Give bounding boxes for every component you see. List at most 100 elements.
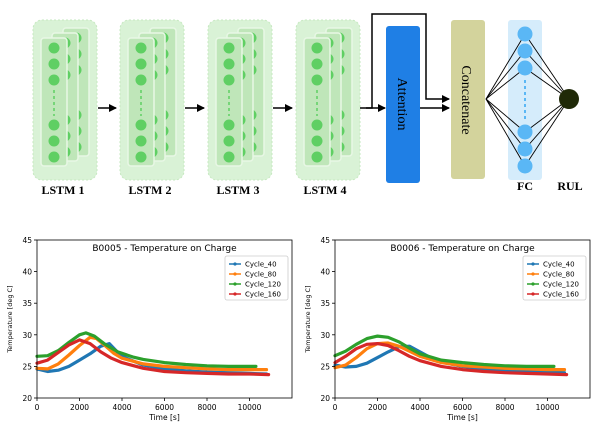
lstm-label-2: LSTM 2: [128, 183, 171, 197]
lstm-block-1: [32, 19, 98, 181]
series-line-cycle-160: [35, 338, 271, 377]
chart-title: B0006 - Temperature on Charge: [390, 244, 535, 254]
lstm-node: [311, 119, 323, 131]
fc-label: FC: [517, 179, 533, 193]
x-axis-label: Time [s]: [148, 413, 180, 422]
legend-entry: Cycle_120: [245, 281, 281, 289]
architecture-diagram: Attention Concatenate LSTM 1 LSTM 2 LSTM…: [32, 13, 583, 197]
series-line-cycle-80: [35, 335, 269, 372]
lstm-label-3: LSTM 3: [216, 183, 259, 197]
fc-node: [517, 158, 533, 174]
fc-node: [517, 124, 533, 140]
legend-entry: Cycle_120: [543, 281, 579, 289]
y-tick-label: 25: [320, 362, 330, 371]
lstm-node: [135, 42, 147, 54]
lstm-node: [223, 58, 235, 70]
x-tick-label: 2000: [368, 403, 387, 412]
concatenate-block: [451, 20, 485, 179]
lstm-node: [135, 74, 147, 86]
rul-output-node: [559, 89, 579, 109]
x-tick-label: 2000: [70, 403, 89, 412]
x-tick-label: 8000: [197, 403, 216, 412]
lstm-node: [311, 135, 323, 147]
fc-output-edge: [524, 98, 570, 167]
fc-input-edge: [485, 50, 526, 100]
legend-entry: Cycle_80: [245, 271, 277, 279]
legend-box: [224, 255, 289, 301]
lstm-cell-card: [215, 37, 243, 167]
legend-marker: [233, 262, 237, 266]
fc-output-edge: [524, 50, 570, 100]
fc-input-edge: [485, 67, 526, 100]
y-tick-label: 20: [22, 394, 32, 403]
series-line-cycle-160: [333, 341, 569, 377]
x-tick-label: 6000: [155, 403, 174, 412]
y-tick-label: 40: [320, 268, 330, 277]
y-tick-label: 40: [22, 268, 32, 277]
attention-block: [386, 26, 420, 183]
lstm-cell-card: [303, 37, 331, 167]
lstm-node: [223, 74, 235, 86]
y-tick-label: 20: [320, 394, 330, 403]
series-line-cycle-80: [333, 341, 567, 372]
concatenate-label: Concatenate: [458, 65, 473, 134]
chart-b0005-temperature: 0 2000 4000 6000 8000 10000 20 25 30 35 40 45 B0005 …: [6, 236, 293, 422]
lstm-cell-card: [40, 37, 68, 167]
fc-node: [517, 60, 533, 76]
x-tick-label: 0: [35, 403, 40, 412]
fc-input-edge: [485, 98, 526, 167]
legend-marker: [233, 292, 237, 296]
lstm-node: [311, 42, 323, 54]
legend-entry: Cycle_160: [543, 291, 579, 299]
series-line-cycle-120: [35, 331, 258, 368]
legend: Cycle_40 Cycle_80 Cycle_120 Cycle_160: [224, 255, 289, 301]
lstm-block-2: [119, 19, 185, 181]
legend-marker: [531, 262, 535, 266]
lstm-node: [135, 151, 147, 163]
fc-input-edge: [485, 33, 526, 100]
lstm-node: [223, 42, 235, 54]
y-axis-label: Temperature [deg C]: [6, 285, 14, 353]
lstm-node: [135, 119, 147, 131]
lstm-label-1: LSTM 1: [41, 183, 84, 197]
lstm-node: [223, 151, 235, 163]
x-tick-label: 4000: [112, 403, 131, 412]
lstm-node: [223, 135, 235, 147]
lstm-label-4: LSTM 4: [303, 183, 346, 197]
y-tick-label: 25: [22, 362, 32, 371]
legend-marker: [531, 282, 535, 286]
series-line-cycle-40: [333, 344, 567, 375]
fc-node: [517, 26, 533, 42]
lstm-node: [48, 135, 60, 147]
fc-node: [517, 43, 533, 59]
fc-output-edge: [524, 98, 570, 150]
attention-label: Attention: [394, 78, 409, 131]
lstm-node: [135, 58, 147, 70]
lstm-node: [311, 151, 323, 163]
lstm-node: [48, 119, 60, 131]
rul-label: RUL: [557, 179, 582, 193]
lstm-node: [48, 58, 60, 70]
fc-node: [517, 141, 533, 157]
y-tick-label: 35: [22, 299, 32, 308]
lstm-block-3: [207, 19, 273, 181]
legend-entry: Cycle_40: [245, 261, 277, 269]
fc-output-edge: [524, 33, 570, 100]
y-tick-label: 35: [320, 299, 330, 308]
y-tick-label: 45: [320, 236, 330, 245]
arrow-skip-connection: [366, 13, 450, 109]
legend-marker: [233, 282, 237, 286]
y-tick-label: 30: [22, 331, 32, 340]
series-line-cycle-120: [333, 334, 556, 368]
lstm-node: [223, 119, 235, 131]
chart-title: B0005 - Temperature on Charge: [92, 244, 237, 254]
x-tick-label: 8000: [495, 403, 514, 412]
fc-input-edge: [485, 98, 526, 133]
lstm-node: [135, 135, 147, 147]
fc-input-edge: [485, 98, 526, 150]
lstm-blocks: [32, 19, 361, 181]
legend-box: [522, 255, 587, 301]
x-tick-label: 6000: [453, 403, 472, 412]
legend-entry: Cycle_40: [543, 261, 575, 269]
lstm-cell-card: [127, 37, 155, 167]
